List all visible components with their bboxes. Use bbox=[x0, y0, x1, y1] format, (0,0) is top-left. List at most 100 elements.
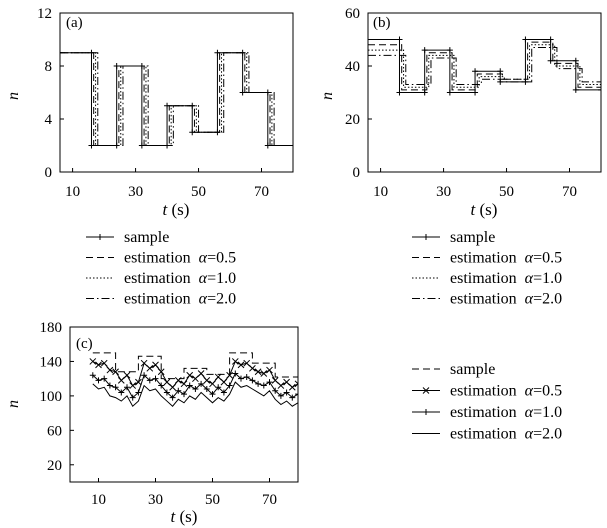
chart-c-series-2-point bbox=[186, 382, 193, 389]
chart-c-series-1-point bbox=[123, 371, 131, 379]
chart-a-x-tick-label: 30 bbox=[128, 184, 143, 200]
chart-b-legend-label: estimation α=2.0 bbox=[450, 291, 562, 308]
chart-c-series-1-point bbox=[169, 383, 176, 391]
chart-c-legend-text: estimation bbox=[450, 404, 517, 421]
chart-a-ticks: 10 30 50 70 0 4 8 12 bbox=[37, 6, 269, 200]
chart-b: 10 30 50 70 0 20 40 60 (b) n t (s) sample estima… bbox=[319, 6, 602, 308]
chart-c-series-2-point bbox=[101, 375, 108, 382]
chart-c-series-2-point bbox=[238, 375, 244, 382]
chart-a-x-tick-label: 70 bbox=[254, 184, 269, 200]
chart-a-series-2-line bbox=[60, 52, 293, 146]
chart-c-series-1-point bbox=[129, 382, 137, 389]
chart-c-series-2-point bbox=[243, 373, 250, 380]
chart-b-series-0-point bbox=[446, 47, 453, 54]
chart-c-y-axis-title: n bbox=[5, 400, 22, 408]
chart-a-legend-alpha-value: =0.5 bbox=[207, 250, 236, 267]
chart-a-legend-text: estimation bbox=[124, 291, 191, 308]
chart-c-x-tick-label: 10 bbox=[91, 492, 106, 508]
chart-b-series-0-point bbox=[446, 89, 453, 96]
chart-c-series-2-point bbox=[277, 392, 284, 399]
chart-b-series-0-point bbox=[421, 89, 428, 96]
chart-c-y-tick-label: 180 bbox=[40, 320, 63, 336]
chart-a-legend-label: estimation α=0.5 bbox=[124, 250, 236, 267]
chart-c-y-tick-label: 140 bbox=[40, 354, 63, 370]
chart-a-legend-alpha-symbol: α bbox=[199, 291, 208, 308]
chart-c-series-2-point bbox=[283, 389, 290, 396]
chart-b-x-tick-label: 10 bbox=[373, 184, 388, 200]
chart-c-series-3-line bbox=[92, 381, 298, 408]
chart-b-plot-frame bbox=[367, 12, 602, 173]
chart-c-series-1-point bbox=[135, 378, 142, 386]
chart-b-legend-alpha-symbol: α bbox=[525, 270, 534, 287]
chart-c-series-2-point bbox=[181, 391, 187, 398]
chart-c-legend-label: sample bbox=[450, 361, 495, 378]
chart-c-series-1-point bbox=[157, 368, 165, 376]
chart-b-lines bbox=[368, 36, 601, 96]
chart-a-y-axis-title: n bbox=[5, 92, 22, 100]
chart-a-x-tick-label: 50 bbox=[191, 184, 206, 200]
chart-b-ticks: 10 30 50 70 0 20 40 60 bbox=[345, 6, 577, 200]
chart-c-x-axis-title: t (s) bbox=[171, 507, 198, 526]
chart-a-legend-text: sample bbox=[124, 229, 169, 246]
chart-c-series-2-point bbox=[146, 377, 153, 384]
chart-c-x-tick-label: 50 bbox=[205, 492, 220, 508]
chart-a-legend-marker bbox=[97, 234, 103, 240]
chart-c-series-2-point bbox=[118, 389, 125, 396]
chart-c-series-1-point bbox=[220, 378, 228, 386]
chart-c-legend-label: estimation α=1.0 bbox=[450, 404, 562, 421]
chart-c-series-0-line bbox=[92, 352, 298, 380]
chart-b-x-tick-label: 50 bbox=[499, 184, 514, 200]
chart-c-series-1-point bbox=[249, 364, 256, 372]
chart-c-y-tick-label: 60 bbox=[47, 423, 62, 439]
chart-a-legend-alpha-symbol: α bbox=[199, 270, 208, 287]
chart-c-series-2-point bbox=[209, 391, 216, 398]
chart-c-series-2-point bbox=[169, 394, 176, 401]
chart-c-series-2-point bbox=[141, 372, 148, 379]
chart-a-series-1-line bbox=[60, 52, 293, 146]
chart-c-legend-alpha-value: =0.5 bbox=[533, 383, 562, 400]
chart-c-series-1-point bbox=[214, 373, 222, 381]
chart-c-series-1-point bbox=[283, 378, 290, 386]
chart-c-lines bbox=[89, 352, 298, 408]
chart-a-series-3-line bbox=[60, 52, 293, 146]
chart-c-series-2-point bbox=[220, 389, 227, 396]
chart-a-x-axis-unit: (s) bbox=[167, 200, 189, 219]
chart-c-series-1-point bbox=[209, 380, 216, 388]
chart-c-series-1-point bbox=[294, 380, 298, 388]
chart-c-series-1-point bbox=[288, 383, 296, 391]
chart-c-y-tick-label: 100 bbox=[40, 389, 63, 405]
chart-c-series-1-point bbox=[197, 370, 205, 377]
chart-c-legend-marker bbox=[423, 409, 429, 415]
chart-b-series-0-point bbox=[421, 47, 428, 54]
chart-c-y-tick-label: 20 bbox=[47, 458, 62, 474]
chart-c-series-2-point bbox=[163, 389, 170, 396]
chart-b-legend-text: estimation bbox=[450, 250, 517, 267]
chart-c-series-1-point bbox=[89, 358, 97, 365]
chart-b-series-2-line bbox=[368, 44, 601, 88]
chart-c-series-1-point bbox=[186, 371, 194, 379]
chart-b-series-0-point bbox=[522, 36, 529, 43]
chart-b-series-0-point bbox=[572, 57, 579, 64]
chart-c-series-1-point bbox=[231, 358, 239, 365]
chart-c-series-2-point bbox=[192, 386, 199, 392]
chart-c-series-2-point bbox=[289, 394, 296, 401]
chart-c-series-1-point bbox=[146, 364, 154, 372]
chart-a-legend-text: estimation bbox=[124, 270, 191, 287]
chart-c-legend-alpha-symbol: α bbox=[525, 404, 534, 421]
chart-a-lines bbox=[60, 49, 293, 149]
chart-c: 10 30 50 70 20 60 100 140 180 (c) n t (s) sample… bbox=[5, 320, 562, 526]
chart-c-legend-text: sample bbox=[450, 361, 495, 378]
chart-c-series-1-point bbox=[106, 366, 114, 374]
chart-c-series-2-point bbox=[295, 391, 298, 398]
chart-c-series-1-point bbox=[180, 380, 188, 388]
chart-c-series-2-point bbox=[158, 382, 165, 389]
chart-a-series-0-point bbox=[264, 142, 271, 149]
chart-c-series-2-point bbox=[203, 386, 210, 392]
chart-c-series-2-point bbox=[89, 372, 96, 379]
chart-c-series-1-point bbox=[152, 361, 159, 369]
chart-c-series-1-point bbox=[237, 361, 245, 369]
chart-a-panel-label: (a) bbox=[66, 15, 83, 31]
